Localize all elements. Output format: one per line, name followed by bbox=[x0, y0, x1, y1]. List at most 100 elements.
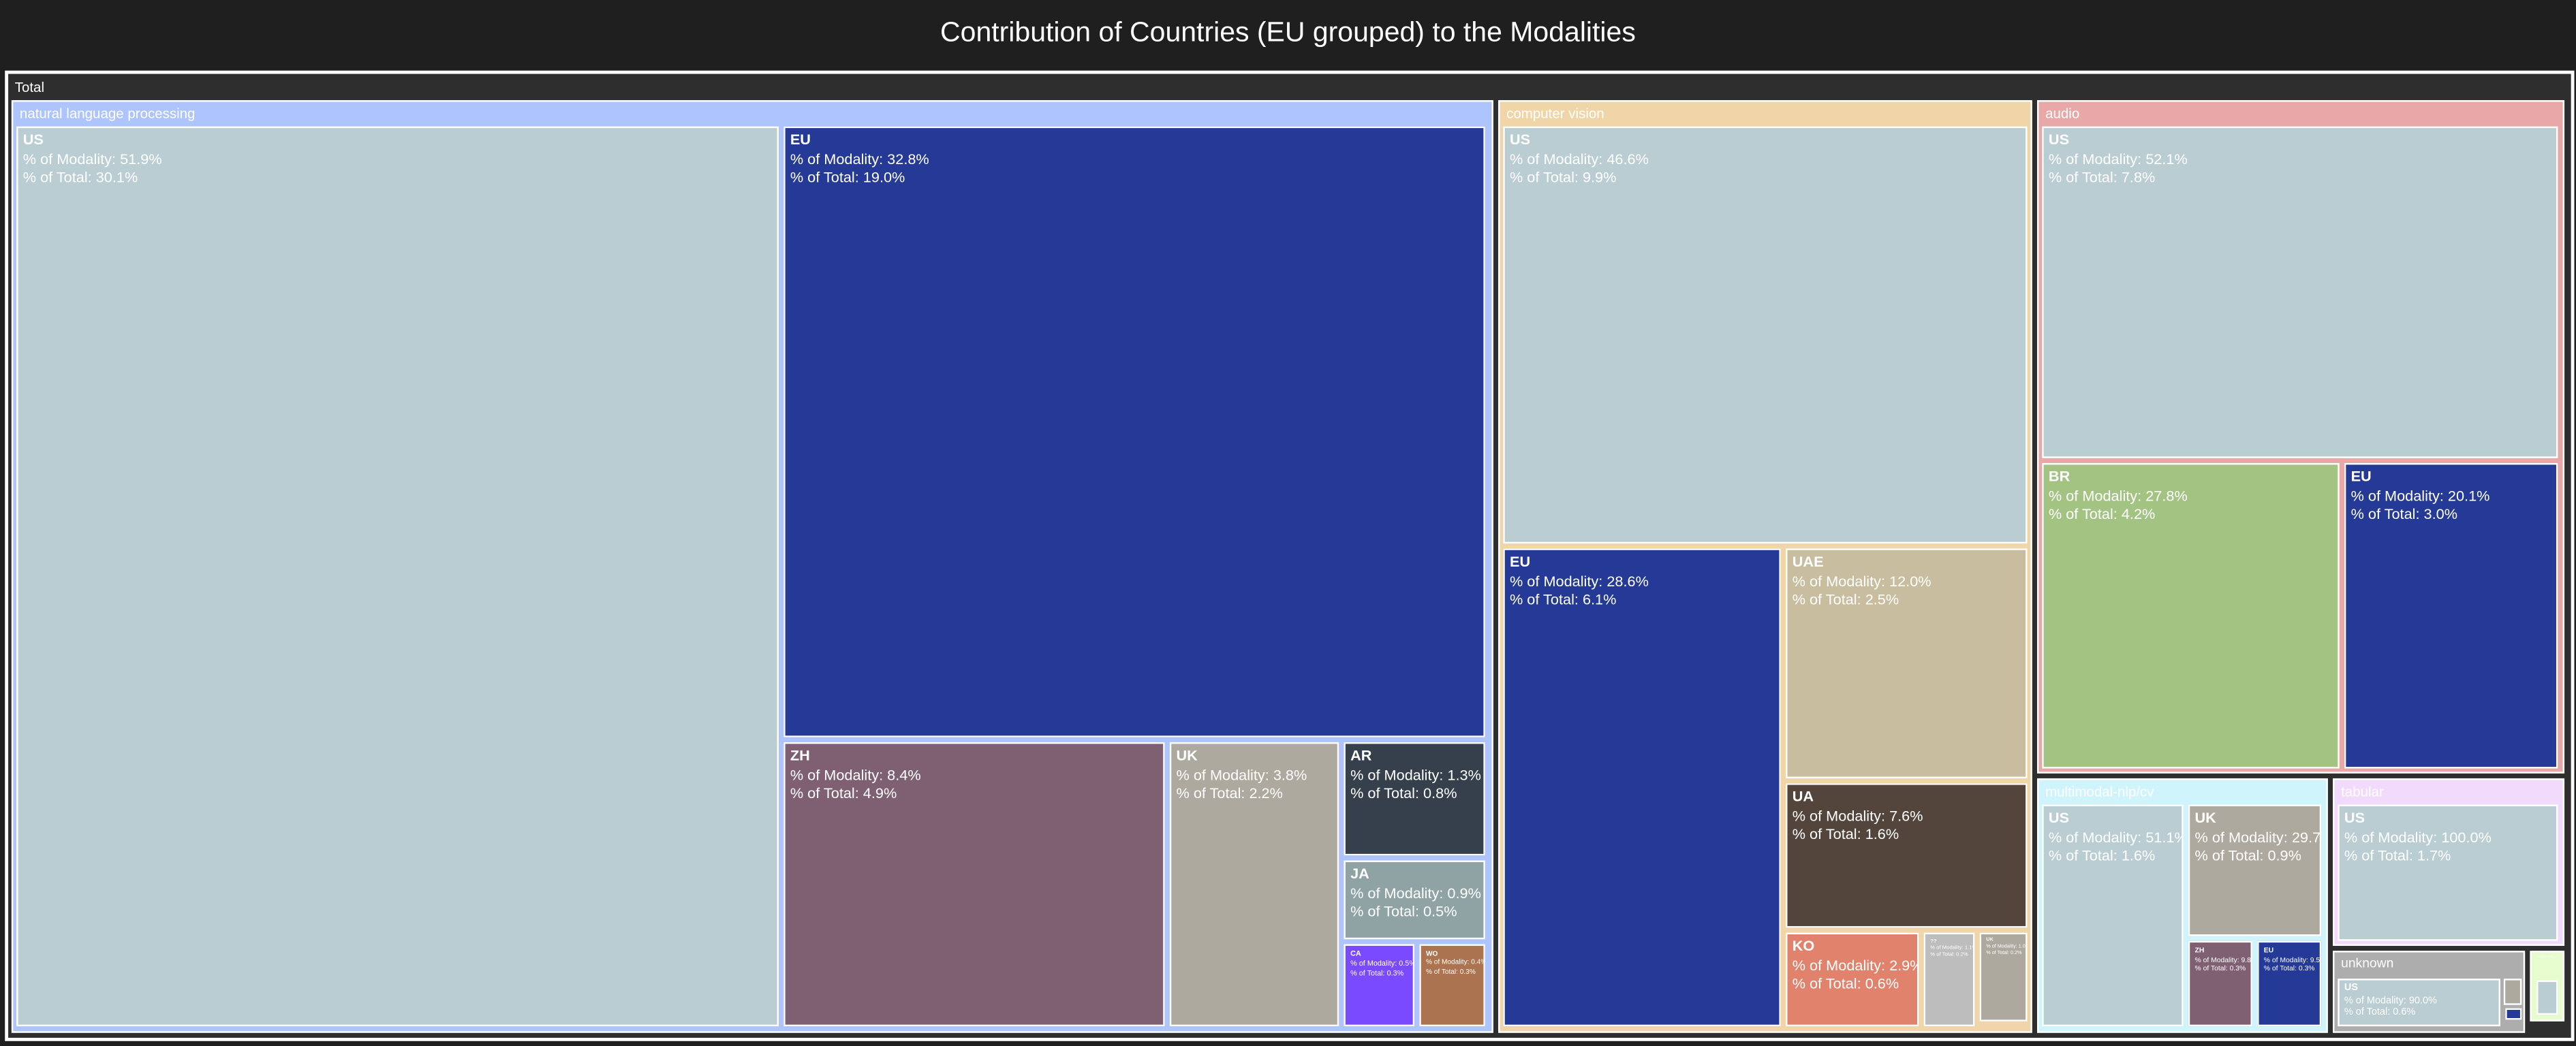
tile-text: UK% of Modality: 1.0%% of Total: 0.2% bbox=[1986, 936, 2026, 957]
total-share-value: 7.8% bbox=[2121, 169, 2156, 186]
country-label: EU bbox=[2263, 945, 2274, 954]
total-share: % of Total: 19.0% bbox=[790, 169, 929, 188]
modality-share-prefix: % of Modality: bbox=[2344, 996, 2409, 1007]
total-share-prefix: % of Total: bbox=[2344, 847, 2417, 864]
total-share-value: 1.6% bbox=[2121, 847, 2156, 864]
tile-nlp-ar[interactable]: AR% of Modality: 1.3%% of Total: 0.8% bbox=[1344, 742, 1485, 856]
total-share-prefix: % of Total: bbox=[2194, 964, 2230, 972]
modality-share-prefix: % of Modality: bbox=[1176, 765, 1273, 783]
total-share-value: 4.9% bbox=[863, 784, 897, 802]
modality-share: % of Modality: 2.9% bbox=[1793, 957, 1917, 976]
modality-share-value: 28.6% bbox=[1607, 572, 1649, 589]
country-label: US bbox=[2344, 983, 2359, 994]
total-share-prefix: % of Total: bbox=[22, 169, 96, 186]
tile-unk-us[interactable]: US% of Modality: 90.0%% of Total: 0.6% bbox=[2338, 979, 2500, 1027]
tile-text: US% of Modality: 90.0%% of Total: 0.6% bbox=[2344, 983, 2437, 1021]
tile-mm-eu[interactable]: EU% of Modality: 9.5%% of Total: 0.3% bbox=[2257, 940, 2322, 1027]
total-share: % of Total: 0.6% bbox=[2344, 1009, 2437, 1021]
modality-share-value: 90.0% bbox=[2408, 996, 2437, 1007]
modality-share-value: 27.8% bbox=[2145, 486, 2188, 504]
modality-share: % of Modality: 0.9% bbox=[1350, 885, 1481, 904]
country-label: BR bbox=[2048, 468, 2070, 485]
total-share: % of Total: 0.5% bbox=[1350, 903, 1481, 922]
tile-mm-zh[interactable]: ZH% of Modality: 9.8%% of Total: 0.3% bbox=[2188, 940, 2252, 1027]
tile-tab-us[interactable]: US% of Modality: 100.0%% of Total: 1.7% bbox=[2338, 804, 2558, 941]
tile-nlp-zh[interactable]: ZH% of Modality: 8.4%% of Total: 4.9% bbox=[783, 742, 1165, 1027]
total-share: % of Total: 0.3% bbox=[1426, 966, 1483, 976]
total-share: % of Total: 2.2% bbox=[1176, 785, 1307, 804]
modality-share: % of Modality: 12.0% bbox=[1793, 572, 1931, 591]
modality-share: % of Modality: 8.4% bbox=[790, 766, 921, 785]
total-share-value: 2.5% bbox=[1865, 591, 1899, 608]
tile-text: EU% of Modality: 28.6%% of Total: 6.1% bbox=[1510, 554, 1649, 610]
country-label: JA bbox=[1350, 865, 1369, 882]
tile-cv-uae[interactable]: UAE% of Modality: 12.0%% of Total: 2.5% bbox=[1786, 548, 2028, 778]
tile-unk-unlabeled[interactable] bbox=[2503, 979, 2522, 1005]
tile-cv-ua[interactable]: UA% of Modality: 7.6%% of Total: 1.6% bbox=[1786, 783, 2028, 928]
modality-share-prefix: % of Modality: bbox=[1350, 958, 1399, 967]
tile-cv-uk[interactable]: UK% of Modality: 1.0%% of Total: 0.2% bbox=[1979, 932, 2028, 1021]
tile-nlp-uk[interactable]: UK% of Modality: 3.8%% of Total: 2.2% bbox=[1169, 742, 1339, 1027]
modality-share-value: 52.1% bbox=[2145, 150, 2188, 167]
total-share-value: 0.6% bbox=[1865, 975, 1899, 992]
country-label: US bbox=[1509, 131, 1531, 148]
tile-audio-eu[interactable]: EU% of Modality: 20.1%% of Total: 3.0% bbox=[2344, 462, 2558, 769]
tile-text: EU% of Modality: 9.5%% of Total: 0.3% bbox=[2263, 945, 2320, 973]
modality-share-value: 1.0% bbox=[2018, 942, 2026, 949]
tile-mm-us[interactable]: US% of Modality: 51.1%% of Total: 1.6% bbox=[2042, 804, 2184, 1027]
tile-text: UAE% of Modality: 12.0%% of Total: 2.5% bbox=[1793, 554, 1931, 610]
total-share-value: 2.2% bbox=[1249, 784, 1283, 802]
tile-cv-qq[interactable]: ??% of Modality: 1.1%% of Total: 0.2% bbox=[1923, 932, 1975, 1027]
tile-text: ??% of Modality: 1.1%% of Total: 0.2% bbox=[1930, 937, 1973, 958]
tile-cv-eu[interactable]: EU% of Modality: 28.6%% of Total: 6.1% bbox=[1503, 548, 1781, 1027]
tile-text: CA% of Modality: 0.5%% of Total: 0.3% bbox=[1350, 949, 1413, 978]
total-share: % of Total: 0.2% bbox=[1986, 948, 2026, 956]
tile-nlp-ca[interactable]: CA% of Modality: 0.5%% of Total: 0.3% bbox=[1344, 944, 1415, 1027]
total-share-value: 0.3% bbox=[1459, 966, 1476, 975]
country-label: ?? bbox=[1930, 937, 1937, 945]
country-label: ZH bbox=[2194, 945, 2205, 954]
tile-audio-us[interactable]: US% of Modality: 52.1%% of Total: 7.8% bbox=[2042, 126, 2558, 458]
tile-text: UK% of Modality: 29.7%% of Total: 0.9% bbox=[2194, 809, 2319, 866]
country-label: UK bbox=[2194, 809, 2216, 826]
tile-mm-uk[interactable]: UK% of Modality: 29.7%% of Total: 0.9% bbox=[2188, 804, 2322, 936]
total-share: % of Total: 2.5% bbox=[1793, 591, 1931, 610]
tile-mm2-unlabeled[interactable] bbox=[2536, 980, 2558, 1015]
total-share-prefix: % of Total: bbox=[1350, 968, 1387, 977]
tile-audio-br[interactable]: BR% of Modality: 27.8%% of Total: 4.2% bbox=[2042, 462, 2340, 769]
modality-share: % of Modality: 90.0% bbox=[2344, 996, 2437, 1009]
total-share: % of Total: 7.8% bbox=[2049, 169, 2188, 188]
tile-unk-unlabeled[interactable] bbox=[2505, 1008, 2522, 1020]
modality-label: unknown bbox=[2341, 955, 2394, 971]
country-label: WO bbox=[1426, 949, 1438, 957]
tile-nlp-eu[interactable]: EU% of Modality: 32.8%% of Total: 19.0% bbox=[783, 126, 1485, 738]
total-share-prefix: % of Total: bbox=[1350, 784, 1424, 802]
modality-share: % of Modality: 46.6% bbox=[1510, 150, 1649, 170]
modality-label: computer vision bbox=[1506, 105, 1604, 122]
total-share-value: 0.5% bbox=[1423, 903, 1457, 920]
tile-nlp-us[interactable]: US% of Modality: 51.9%% of Total: 30.1% bbox=[16, 126, 779, 1027]
modality-share-value: 12.0% bbox=[1889, 572, 1931, 589]
total-share: % of Total: 1.6% bbox=[1793, 826, 1923, 845]
tile-text: BR% of Modality: 27.8%% of Total: 4.2% bbox=[2049, 468, 2188, 524]
tile-text: EU% of Modality: 32.8%% of Total: 19.0% bbox=[790, 131, 929, 188]
total-share-value: 0.6% bbox=[2393, 1009, 2416, 1019]
total-share-prefix: % of Total: bbox=[790, 169, 863, 186]
tile-nlp-ja[interactable]: JA % of Modality: 0.9%% of Total: 0.5% bbox=[1344, 860, 1485, 940]
total-share-prefix: % of Total: bbox=[1986, 948, 2011, 955]
modality-share: % of Modality: 3.8% bbox=[1176, 766, 1307, 785]
tile-cv-ko[interactable]: KO% of Modality: 2.9%% of Total: 0.6% bbox=[1786, 932, 1919, 1027]
tile-nlp-wo[interactable]: WO% of Modality: 0.4%% of Total: 0.3% bbox=[1419, 944, 1485, 1027]
modality-share: % of Modality: 1.1% bbox=[1930, 945, 1973, 951]
total-share-prefix: % of Total: bbox=[1792, 975, 1865, 992]
total-share-prefix: % of Total: bbox=[2263, 964, 2299, 972]
tile-cv-us[interactable]: US% of Modality: 46.6%% of Total: 9.9% bbox=[1503, 126, 2028, 544]
total-share: % of Total: 0.8% bbox=[1350, 785, 1481, 804]
total-share: % of Total: 3.0% bbox=[2351, 506, 2490, 525]
modality-share: % of Modality: 32.8% bbox=[790, 150, 929, 170]
total-share-value: 0.8% bbox=[1423, 784, 1457, 802]
total-share: % of Total: 1.6% bbox=[2049, 847, 2182, 866]
modality-share-value: 46.6% bbox=[1607, 150, 1649, 167]
modality-share: % of Modality: 27.8% bbox=[2049, 487, 2188, 506]
modality-label: multimode bbox=[2538, 955, 2554, 960]
